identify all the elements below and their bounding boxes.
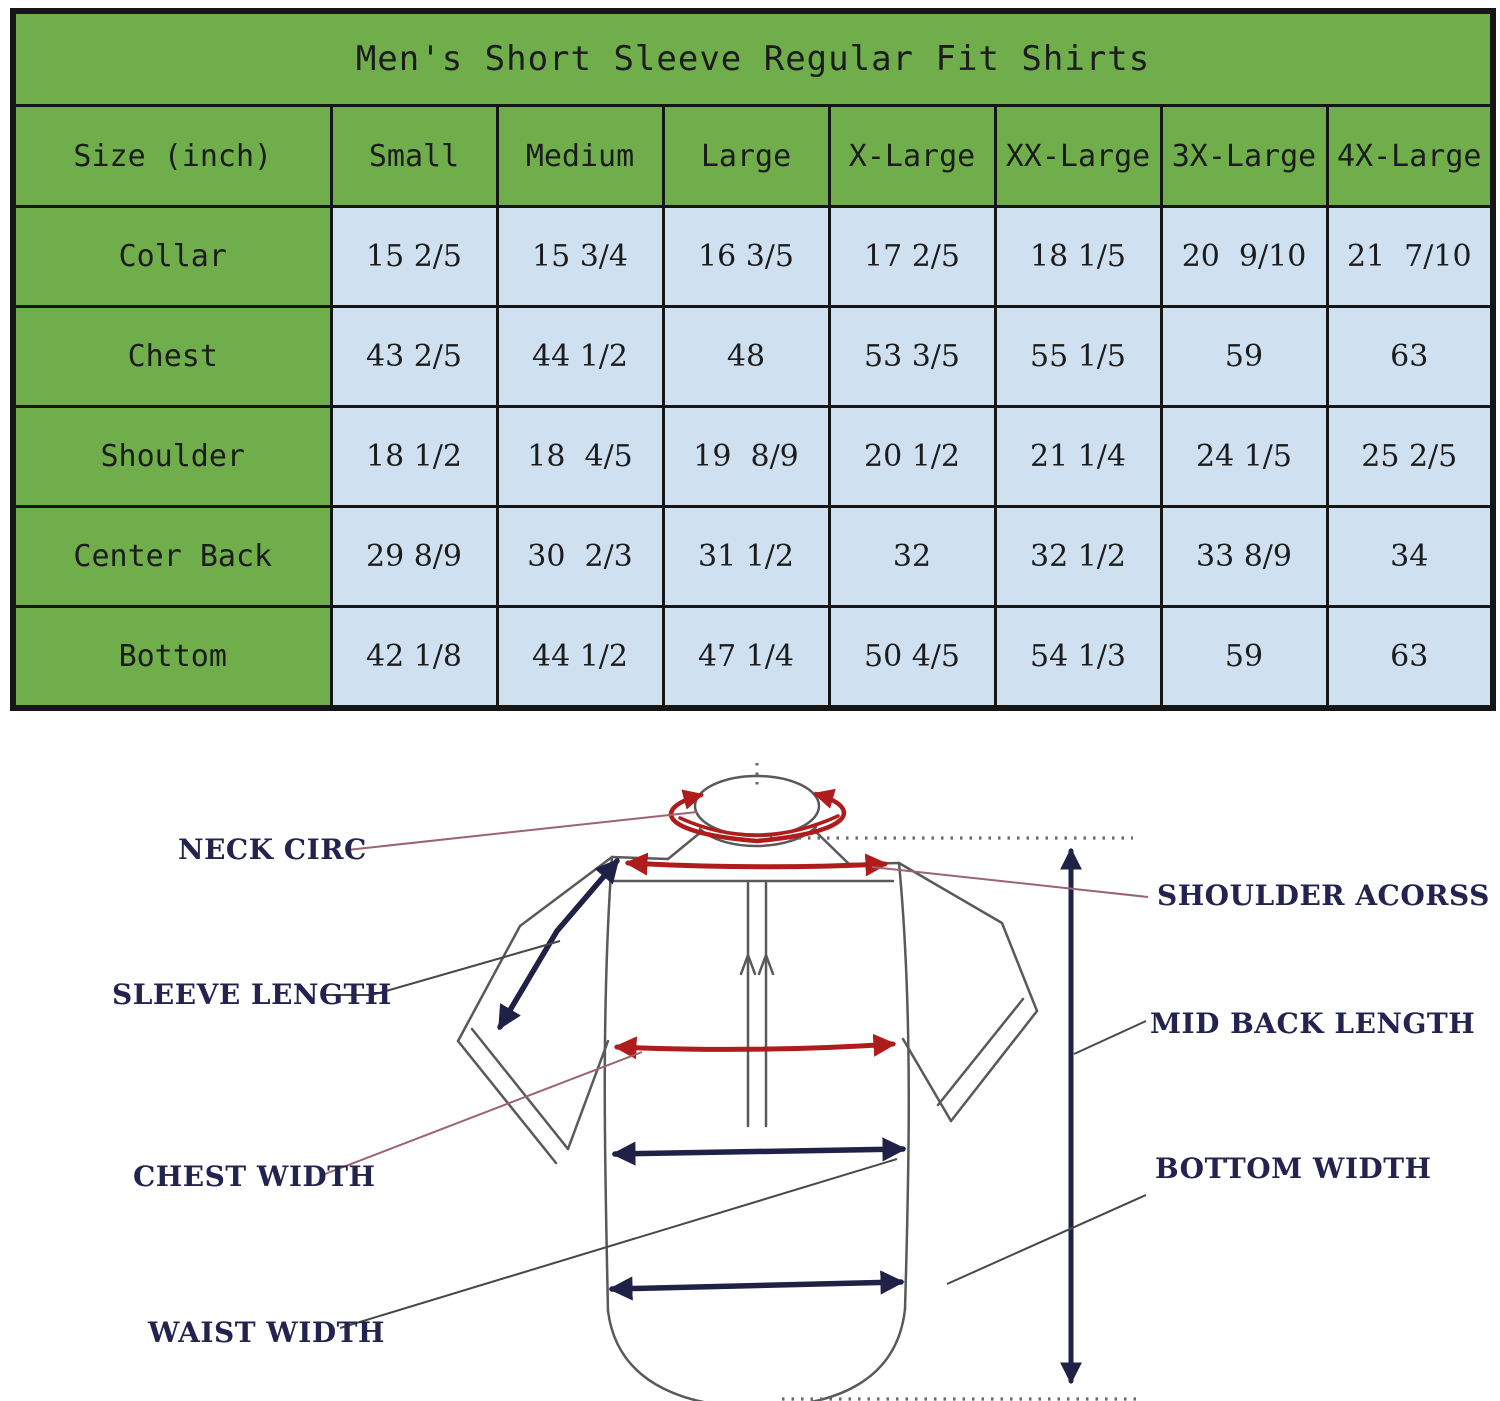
size-cell: 32 bbox=[827, 505, 997, 608]
size-cell: 31 1/2 bbox=[661, 505, 831, 608]
size-cell: 19 8/9 bbox=[661, 405, 831, 508]
size-cell: 15 3/4 bbox=[495, 205, 665, 308]
shoulder-across-arrow-icon bbox=[624, 852, 889, 877]
label-shoulder-across: SHOULDER ACORSS bbox=[1157, 879, 1490, 912]
size-cell: 50 4/5 bbox=[827, 605, 997, 710]
size-cell: 47 1/4 bbox=[661, 605, 831, 710]
col-header-xlarge: X-Large bbox=[827, 104, 997, 208]
size-cell: 18 4/5 bbox=[495, 405, 665, 508]
size-cell: 20 1/2 bbox=[827, 405, 997, 508]
size-cell: 18 1/2 bbox=[329, 405, 499, 508]
size-cell: 30 2/3 bbox=[495, 505, 665, 608]
table-title: Men's Short Sleeve Regular Fit Shirts bbox=[11, 9, 1495, 107]
size-cell: 18 1/5 bbox=[993, 205, 1163, 308]
size-cell: 48 bbox=[661, 305, 831, 408]
size-cell: 42 1/8 bbox=[329, 605, 499, 710]
label-sleeve-length: SLEEVE LENGTH bbox=[112, 978, 392, 1011]
size-cell: 55 1/5 bbox=[993, 305, 1163, 408]
size-cell: 21 1/4 bbox=[993, 405, 1163, 508]
col-header-size: Size (inch) bbox=[11, 104, 333, 208]
table-row-center-back: Center Back 29 8/9 30 2/3 31 1/2 32 32 1… bbox=[11, 505, 1495, 608]
col-header-small: Small bbox=[329, 104, 499, 208]
col-header-4xlarge: 4X-Large bbox=[1325, 104, 1495, 208]
size-cell: 59 bbox=[1159, 605, 1329, 710]
shirt-outline-icon bbox=[456, 774, 1039, 1401]
size-cell: 33 8/9 bbox=[1159, 505, 1329, 608]
row-label: Collar bbox=[11, 205, 333, 308]
navy-measure-arrows bbox=[497, 847, 1083, 1385]
chest-width-arrow-icon bbox=[613, 1033, 897, 1060]
size-cell: 43 2/5 bbox=[329, 305, 499, 408]
size-cell: 29 8/9 bbox=[329, 505, 499, 608]
size-cell: 53 3/5 bbox=[827, 305, 997, 408]
table-row-chest: Chest 43 2/5 44 1/2 48 53 3/5 55 1/5 59 … bbox=[11, 305, 1495, 408]
size-cell: 25 2/5 bbox=[1325, 405, 1495, 508]
size-cell: 63 bbox=[1325, 305, 1495, 408]
size-chart-table: Men's Short Sleeve Regular Fit Shirts Si… bbox=[10, 8, 1497, 711]
row-label: Center Back bbox=[11, 505, 333, 608]
bottom-width-arrow-icon bbox=[608, 1270, 905, 1301]
label-mid-back-length: MID BACK LENGTH bbox=[1150, 1007, 1475, 1040]
col-header-xxlarge: XX-Large bbox=[993, 104, 1163, 208]
size-cell: 63 bbox=[1325, 605, 1495, 710]
size-cell: 59 bbox=[1159, 305, 1329, 408]
label-waist-width: WAIST WIDTH bbox=[147, 1316, 385, 1349]
red-measure-arrows bbox=[613, 788, 897, 1060]
row-label: Chest bbox=[11, 305, 333, 408]
size-cell: 54 1/3 bbox=[993, 605, 1163, 710]
col-header-medium: Medium bbox=[495, 104, 665, 208]
label-chest-width: CHEST WIDTH bbox=[133, 1160, 376, 1193]
size-cell: 24 1/5 bbox=[1159, 405, 1329, 508]
pointer-lines bbox=[322, 811, 1149, 1329]
col-header-large: Large bbox=[661, 104, 831, 208]
shirt-measurement-diagram: NECK CIRC SLEEVE LENGTH SHOULDER ACORSS … bbox=[112, 763, 1490, 1401]
table-row-collar: Collar 15 2/5 15 3/4 16 3/5 17 2/5 18 1/… bbox=[11, 205, 1495, 308]
neck-circ-arrow-icon bbox=[669, 788, 847, 844]
size-cell: 15 2/5 bbox=[329, 205, 499, 308]
collar-icon bbox=[693, 774, 821, 838]
table-header-row: Size (inch) Small Medium Large X-Large X… bbox=[11, 104, 1495, 208]
size-cell: 20 9/10 bbox=[1159, 205, 1329, 308]
table-row-shoulder: Shoulder 18 1/2 18 4/5 19 8/9 20 1/2 21 … bbox=[11, 405, 1495, 508]
size-cell: 44 1/2 bbox=[495, 305, 665, 408]
size-cell: 17 2/5 bbox=[827, 205, 997, 308]
sleeve-length-arrow-icon bbox=[497, 858, 620, 1031]
row-label: Bottom bbox=[11, 605, 333, 710]
size-cell: 32 1/2 bbox=[993, 505, 1163, 608]
table-row-bottom: Bottom 42 1/8 44 1/2 47 1/4 50 4/5 54 1/… bbox=[11, 605, 1495, 710]
label-neck-circ: NECK CIRC bbox=[178, 833, 367, 866]
size-cell: 34 bbox=[1325, 505, 1495, 608]
row-label: Shoulder bbox=[11, 405, 333, 508]
size-cell: 21 7/10 bbox=[1325, 205, 1495, 308]
table-title-row: Men's Short Sleeve Regular Fit Shirts bbox=[11, 9, 1495, 107]
size-cell: 16 3/5 bbox=[661, 205, 831, 308]
col-header-3xlarge: 3X-Large bbox=[1159, 104, 1329, 208]
dotted-guide-lines bbox=[755, 763, 1140, 1401]
size-cell: 44 1/2 bbox=[495, 605, 665, 710]
waist-width-arrow-icon bbox=[611, 1137, 907, 1166]
label-bottom-width: BOTTOM WIDTH bbox=[1155, 1152, 1432, 1185]
